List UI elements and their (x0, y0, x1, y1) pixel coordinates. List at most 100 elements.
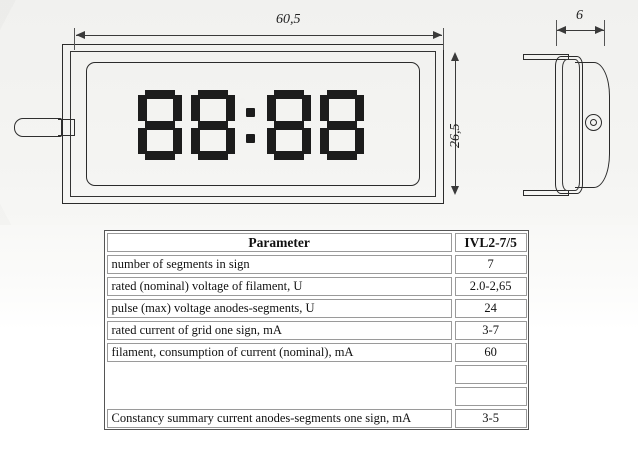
cell-value-empty (453, 363, 528, 385)
arrow-left-depth (557, 26, 566, 34)
parameter-value: 3-5 (454, 408, 527, 428)
mounting-lead-top (523, 54, 569, 60)
cell-value: 7 (453, 253, 528, 275)
digit-4 (320, 90, 364, 160)
arrow-right-width (433, 31, 442, 39)
cell-parameter-empty (105, 385, 454, 407)
pin-tip (14, 118, 62, 137)
cell-value: 24 (453, 297, 528, 319)
side-front-flange (555, 56, 583, 194)
parameter-label (107, 389, 452, 404)
cell-parameter: rated current of grid one sign, mA (105, 319, 454, 341)
specification-table: Parameter IVL2-7/5 number of segments in… (104, 230, 529, 430)
segment-f-icon (138, 95, 147, 121)
digit-3 (267, 90, 311, 160)
table-row: Constancy summary current anodes-segment… (105, 407, 529, 430)
parameter-label: Constancy summary current anodes-segment… (106, 408, 452, 428)
segment-a-icon (274, 90, 304, 99)
parameter-value: 3-7 (454, 320, 527, 340)
digit-2 (191, 90, 235, 160)
segment-d-icon (327, 151, 357, 160)
dimension-line-height (455, 58, 456, 192)
arrow-left-width (76, 31, 85, 39)
table-row: filament, consumption of current (nomina… (105, 341, 529, 363)
side-view (523, 40, 615, 208)
segment-g-icon (327, 121, 357, 130)
parameter-label: rated (nominal) voltage of filament, U (106, 276, 452, 296)
table-row: pulse (max) voltage anodes-segments, U 2… (105, 297, 529, 319)
parameter-value: 24 (454, 298, 527, 318)
pin-neck (58, 119, 75, 136)
cell-value: 60 (453, 341, 528, 363)
header-label-model: IVL2-7/5 (454, 232, 527, 252)
cell-parameter: number of segments in sign (105, 253, 454, 275)
segment-c-icon (302, 128, 311, 154)
cell-parameter: pulse (max) voltage anodes-segments, U (105, 297, 454, 319)
segment-c-icon (355, 128, 364, 154)
parameter-value: 60 (454, 342, 527, 362)
table-row: rated current of grid one sign, mA 3-7 (105, 319, 529, 341)
segment-g-icon (198, 121, 228, 130)
segment-e-icon (138, 128, 147, 154)
segment-f-icon (267, 95, 276, 121)
header-cell-parameter: Parameter (105, 231, 454, 254)
parameter-label: number of segments in sign (106, 254, 452, 274)
parameter-label (107, 367, 452, 382)
segment-b-icon (226, 95, 235, 121)
segment-c-icon (226, 128, 235, 154)
table-body: Parameter IVL2-7/5 number of segments in… (105, 231, 529, 430)
side-profile-body (575, 62, 610, 188)
parameter-label: filament, consumption of current (nomina… (106, 342, 452, 362)
table-header-row: Parameter IVL2-7/5 (105, 231, 529, 254)
dimension-label-width: 60,5 (276, 12, 301, 27)
colon-separator-icon (244, 90, 258, 160)
table-row: number of segments in sign 7 (105, 253, 529, 275)
display-bezel-outer (62, 44, 444, 204)
parameter-value (454, 386, 527, 406)
cell-value-empty (453, 385, 528, 407)
segment-e-icon (320, 128, 329, 154)
segment-b-icon (302, 95, 311, 121)
cell-parameter-empty (105, 363, 454, 385)
dimension-label-height: 26,5 (448, 123, 463, 149)
ext-line-depth-left (556, 20, 557, 46)
segment-d-icon (198, 151, 228, 160)
segment-d-icon (145, 151, 175, 160)
segment-f-icon (191, 95, 200, 121)
ext-line-depth-right (604, 20, 605, 46)
segment-d-icon (274, 151, 304, 160)
scan-paper-texture (0, 0, 638, 225)
cell-value: 3-7 (453, 319, 528, 341)
segment-a-icon (327, 90, 357, 99)
dimension-line-width (76, 35, 442, 36)
cell-parameter: filament, consumption of current (nomina… (105, 341, 454, 363)
segment-a-icon (198, 90, 228, 99)
cell-parameter: rated (nominal) voltage of filament, U (105, 275, 454, 297)
table-row: rated (nominal) voltage of filament, U 2… (105, 275, 529, 297)
parameter-label: pulse (max) voltage anodes-segments, U (106, 298, 452, 318)
seven-segment-display (126, 88, 376, 162)
dimension-label-depth: 6 (576, 8, 583, 23)
segment-c-icon (173, 128, 182, 154)
technical-drawing: 60,5 26,5 6 (0, 0, 638, 225)
side-boss-circle (585, 114, 602, 131)
side-inner-flange (562, 59, 580, 191)
ext-line-left (74, 28, 75, 50)
left-pin-assembly (14, 108, 92, 144)
parameter-value (454, 364, 527, 384)
colon-dot-bottom (246, 134, 255, 143)
ext-line-right (443, 28, 444, 50)
segment-b-icon (173, 95, 182, 121)
segment-e-icon (267, 128, 276, 154)
segment-g-icon (145, 121, 175, 130)
segment-a-icon (145, 90, 175, 99)
display-bezel-middle (70, 51, 436, 197)
segment-e-icon (191, 128, 200, 154)
digit-1 (138, 90, 182, 160)
parameter-value: 7 (454, 254, 527, 274)
arrow-down-height (451, 186, 459, 195)
table-row-empty (105, 363, 529, 385)
segment-f-icon (320, 95, 329, 121)
cell-parameter: Constancy summary current anodes-segment… (105, 407, 454, 430)
segment-b-icon (355, 95, 364, 121)
